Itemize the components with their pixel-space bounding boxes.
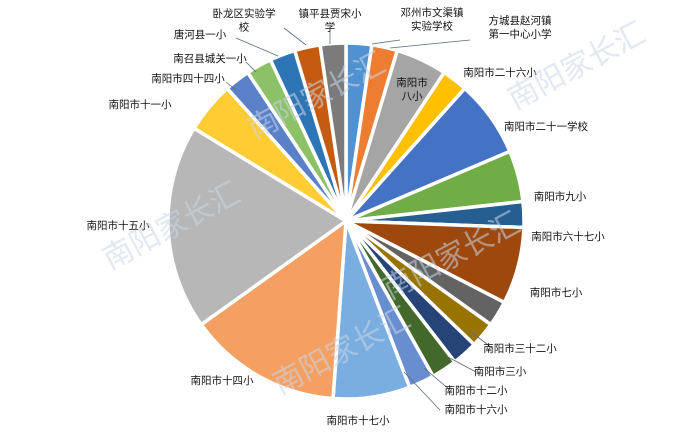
- slice-label: 南阳市十五小: [87, 219, 150, 232]
- pie-slice: [199, 219, 348, 401]
- slice-label: 南阳市七小: [530, 286, 583, 299]
- leader-line: [389, 39, 471, 49]
- slice-label: 南阳市十七小: [327, 414, 390, 427]
- slice-label: 南阳市二十六小: [463, 66, 537, 79]
- slice-label: 南阳市四十四小: [151, 72, 225, 85]
- leader-line: [235, 37, 279, 57]
- slice-label: 南阳市十六小: [445, 403, 508, 416]
- pie-slice: [166, 126, 348, 327]
- leader-lines: [225, 27, 493, 411]
- slice-label: 南阳市三小: [474, 365, 527, 378]
- slice-label: 南阳市八小: [396, 76, 428, 103]
- slice-label: 邓州市文渠镇实验学校: [401, 6, 464, 33]
- leader-line: [283, 27, 307, 46]
- leader-line: [469, 330, 493, 349]
- slice-label: 卧龙区实验学校: [213, 7, 276, 34]
- slice-label: 南阳市九小: [534, 190, 587, 203]
- slice-label: 南阳市三十二小: [483, 342, 557, 355]
- slice-label: 方城县赵河镇第一中心小学: [489, 14, 552, 41]
- pie-slice: [318, 41, 348, 223]
- slice-label: 唐河县一小: [174, 28, 227, 41]
- slice-label: 南召县城关一小: [173, 52, 247, 65]
- pie-slices: [166, 41, 526, 401]
- leader-line: [245, 61, 257, 73]
- slice-label: 南阳市六十七小: [531, 230, 605, 243]
- leader-line: [225, 81, 237, 91]
- slice-label: 镇平县贾宋小学: [299, 7, 362, 34]
- leader-line: [403, 371, 441, 411]
- slice-label: 南阳市十一小: [109, 98, 172, 111]
- slice-label: 南阳市十二小: [445, 384, 508, 397]
- slice-label: 南阳市二十一学校: [504, 120, 588, 133]
- leader-line: [371, 39, 401, 45]
- slice-label: 南阳市十四小: [191, 374, 254, 387]
- leader-line: [445, 355, 477, 373]
- leader-line: [423, 367, 451, 391]
